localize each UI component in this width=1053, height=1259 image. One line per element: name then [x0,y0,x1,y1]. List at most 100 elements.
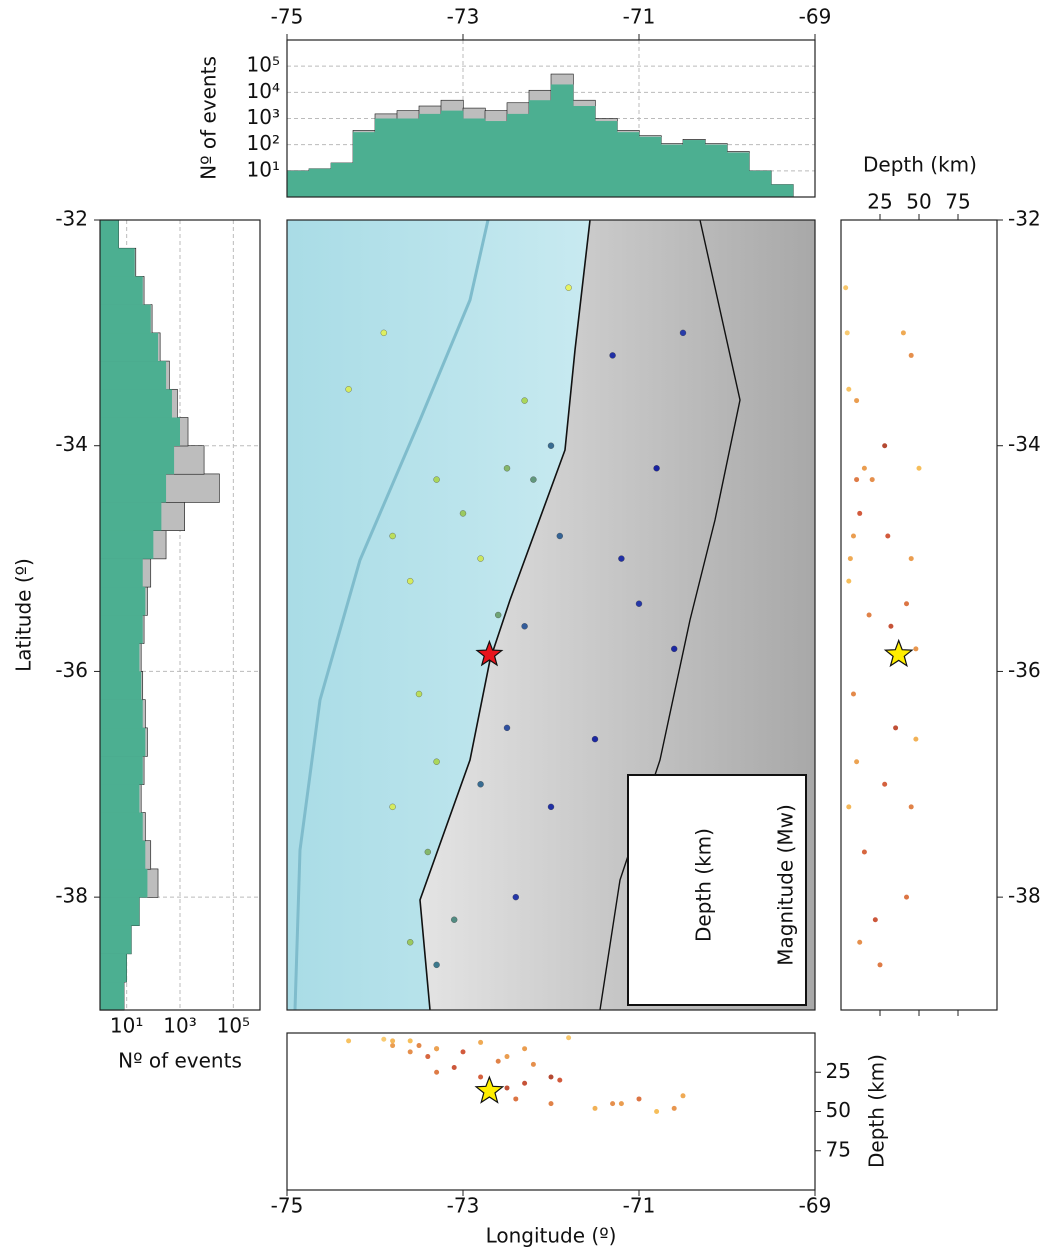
hypocenter [904,601,909,606]
hypocenter [882,782,887,787]
histogram-bar [100,305,151,334]
y-axis-label: Depth (km) [865,1054,889,1168]
x-tick-label: 25 [867,190,892,214]
y-tick-label: -38 [55,884,88,908]
x-tick-label: -71 [623,5,656,29]
right-frame [841,220,997,1010]
hypocenter [654,1109,659,1114]
hypocenter [417,1043,422,1048]
histogram-bar [573,106,595,197]
epicenter [530,477,536,483]
hypocenter [885,534,890,539]
hypocenter [461,1049,466,1054]
hypocenter [854,759,859,764]
mainshock-star [885,641,912,666]
x-tick-label: 10⁵ [217,1014,250,1038]
y-tick-label: 10¹ [247,157,280,181]
hypocenter [505,1085,510,1090]
epicenter [390,533,396,539]
x-tick-label: 10¹ [110,1014,143,1038]
hypocenter [408,1049,413,1054]
y-axis-label: Nº of events [197,56,221,180]
hypocenter [904,895,909,900]
histogram-bar [595,121,617,197]
hypocenter [522,1081,527,1086]
epicenter [390,804,396,810]
hypocenter [873,917,878,922]
y-tick-label: 10⁵ [247,53,280,77]
epicenter [513,894,519,900]
epicenter [610,352,616,358]
histogram-bar [100,784,139,813]
histogram-bar [100,587,145,616]
mainshock-star [476,1077,503,1102]
epicenter [434,477,440,483]
histogram-bar [485,121,507,197]
x-tick-label: -73 [447,5,480,29]
x-tick-label: 75 [945,190,970,214]
histogram-bar [100,248,135,277]
hypocenter [854,398,859,403]
hypocenter [870,477,875,482]
histogram-bar [100,276,143,305]
epicenter [478,556,484,562]
hypocenter [867,613,872,618]
hypocenter [672,1106,677,1111]
epicenter [618,556,624,562]
hypocenter [478,1074,483,1079]
histogram-bar [331,163,353,197]
hypocenter [434,1070,439,1075]
histogram-bar [100,615,143,644]
y-tick-label: -34 [1008,432,1041,456]
hypocenter [531,1062,536,1067]
x-axis-label: Nº of events [118,1049,242,1073]
hypocenter [909,556,914,561]
epicenter [460,510,466,516]
hypocenter [901,330,906,335]
epicenter [680,330,686,336]
epicenter [416,691,422,697]
hypocenter [917,466,922,471]
hypocenter [846,804,851,809]
y-tick-label: -32 [1008,207,1041,231]
histogram-bar [397,119,419,198]
hypocenter [513,1096,518,1101]
histogram-bar [100,671,141,700]
epicenter [451,917,457,923]
histogram-bar [100,700,143,729]
epicenter [407,578,413,584]
x-tick-label: 10³ [163,1014,196,1038]
hypocenter [610,1101,615,1106]
epicenter [425,849,431,855]
histogram-bar [100,559,143,588]
y-tick-label: -36 [55,658,88,682]
epicenter [548,443,554,449]
epicenter [504,465,510,471]
hypocenter [346,1038,351,1043]
histogram-bar [287,171,309,197]
histogram-bar [100,813,143,842]
histogram-bar [727,153,749,197]
hypocenter [888,624,893,629]
hypocenter [848,556,853,561]
hypocenter [851,534,856,539]
histogram-bar [419,114,441,197]
hypocenter [681,1093,686,1098]
x-tick-label: -75 [271,1194,304,1218]
y-tick-label: -38 [1008,884,1041,908]
histogram-bar [100,841,145,870]
epicenter [548,804,554,810]
y-tick-label: -36 [1008,658,1041,682]
hypocenter [893,725,898,730]
hypocenter [425,1054,430,1059]
y-tick-label: -34 [55,432,88,456]
y-tick-label: 10² [247,131,280,155]
histogram-bar [100,474,166,503]
epicenter [522,398,528,404]
epicenter [671,646,677,652]
epicenter [522,623,528,629]
histogram-bar [100,333,158,362]
hypocenter [619,1101,624,1106]
hypocenter [913,737,918,742]
hypocenter [496,1059,501,1064]
